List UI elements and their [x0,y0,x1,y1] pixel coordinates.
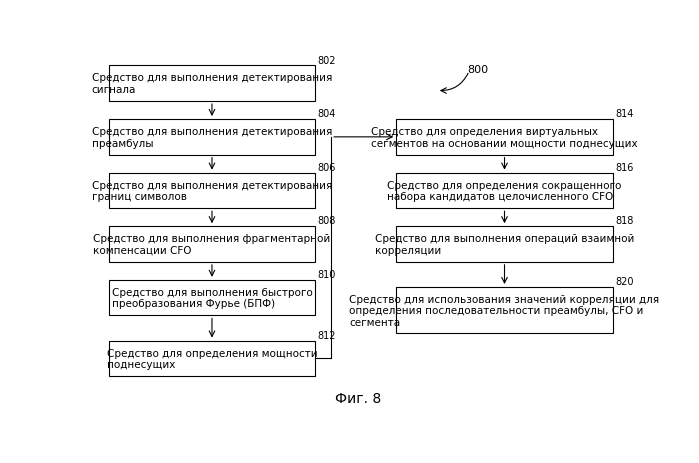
Text: 814: 814 [616,109,634,119]
Text: Средство для выполнения фрагментарной
компенсации CFO: Средство для выполнения фрагментарной ко… [94,234,331,255]
Text: Средство для определения мощности
поднесущих: Средство для определения мощности поднес… [107,348,317,369]
Text: Средство для выполнения детектирования
сигнала: Средство для выполнения детектирования с… [92,73,332,95]
Bar [109,341,315,376]
Text: 810: 810 [317,269,336,280]
Bar [396,173,613,209]
Text: 808: 808 [317,216,336,226]
Text: 800: 800 [467,64,488,75]
Text: Средство для выполнения быстрого
преобразования Фурье (БПФ): Средство для выполнения быстрого преобра… [112,287,312,309]
Text: 816: 816 [616,163,634,173]
Bar [109,280,315,316]
Bar [109,66,315,102]
Text: 818: 818 [616,216,634,226]
Text: Средство для определения виртуальных
сегментов на основании мощности поднесущих: Средство для определения виртуальных сег… [371,127,637,148]
Text: Средство для выполнения операций взаимной
корреляции: Средство для выполнения операций взаимно… [375,234,634,255]
Bar [396,287,613,334]
Text: 806: 806 [317,163,336,173]
Text: 820: 820 [616,276,634,287]
Text: 804: 804 [317,109,336,119]
Text: 812: 812 [317,330,336,340]
Bar [109,120,315,156]
Bar [109,227,315,263]
Bar [109,173,315,209]
Bar [396,227,613,263]
Text: Средство для выполнения детектирования
преамбулы: Средство для выполнения детектирования п… [92,127,332,148]
Text: Средство для определения сокращенного
набора кандидатов целочисленного CFO: Средство для определения сокращенного на… [387,180,621,202]
Text: Средство для выполнения детектирования
границ символов: Средство для выполнения детектирования г… [92,180,332,202]
Text: 802: 802 [317,56,336,66]
Text: Средство для использования значений корреляции для
определения последовательност: Средство для использования значений корр… [350,294,660,327]
Text: Фиг. 8: Фиг. 8 [335,391,382,405]
Bar [396,120,613,156]
